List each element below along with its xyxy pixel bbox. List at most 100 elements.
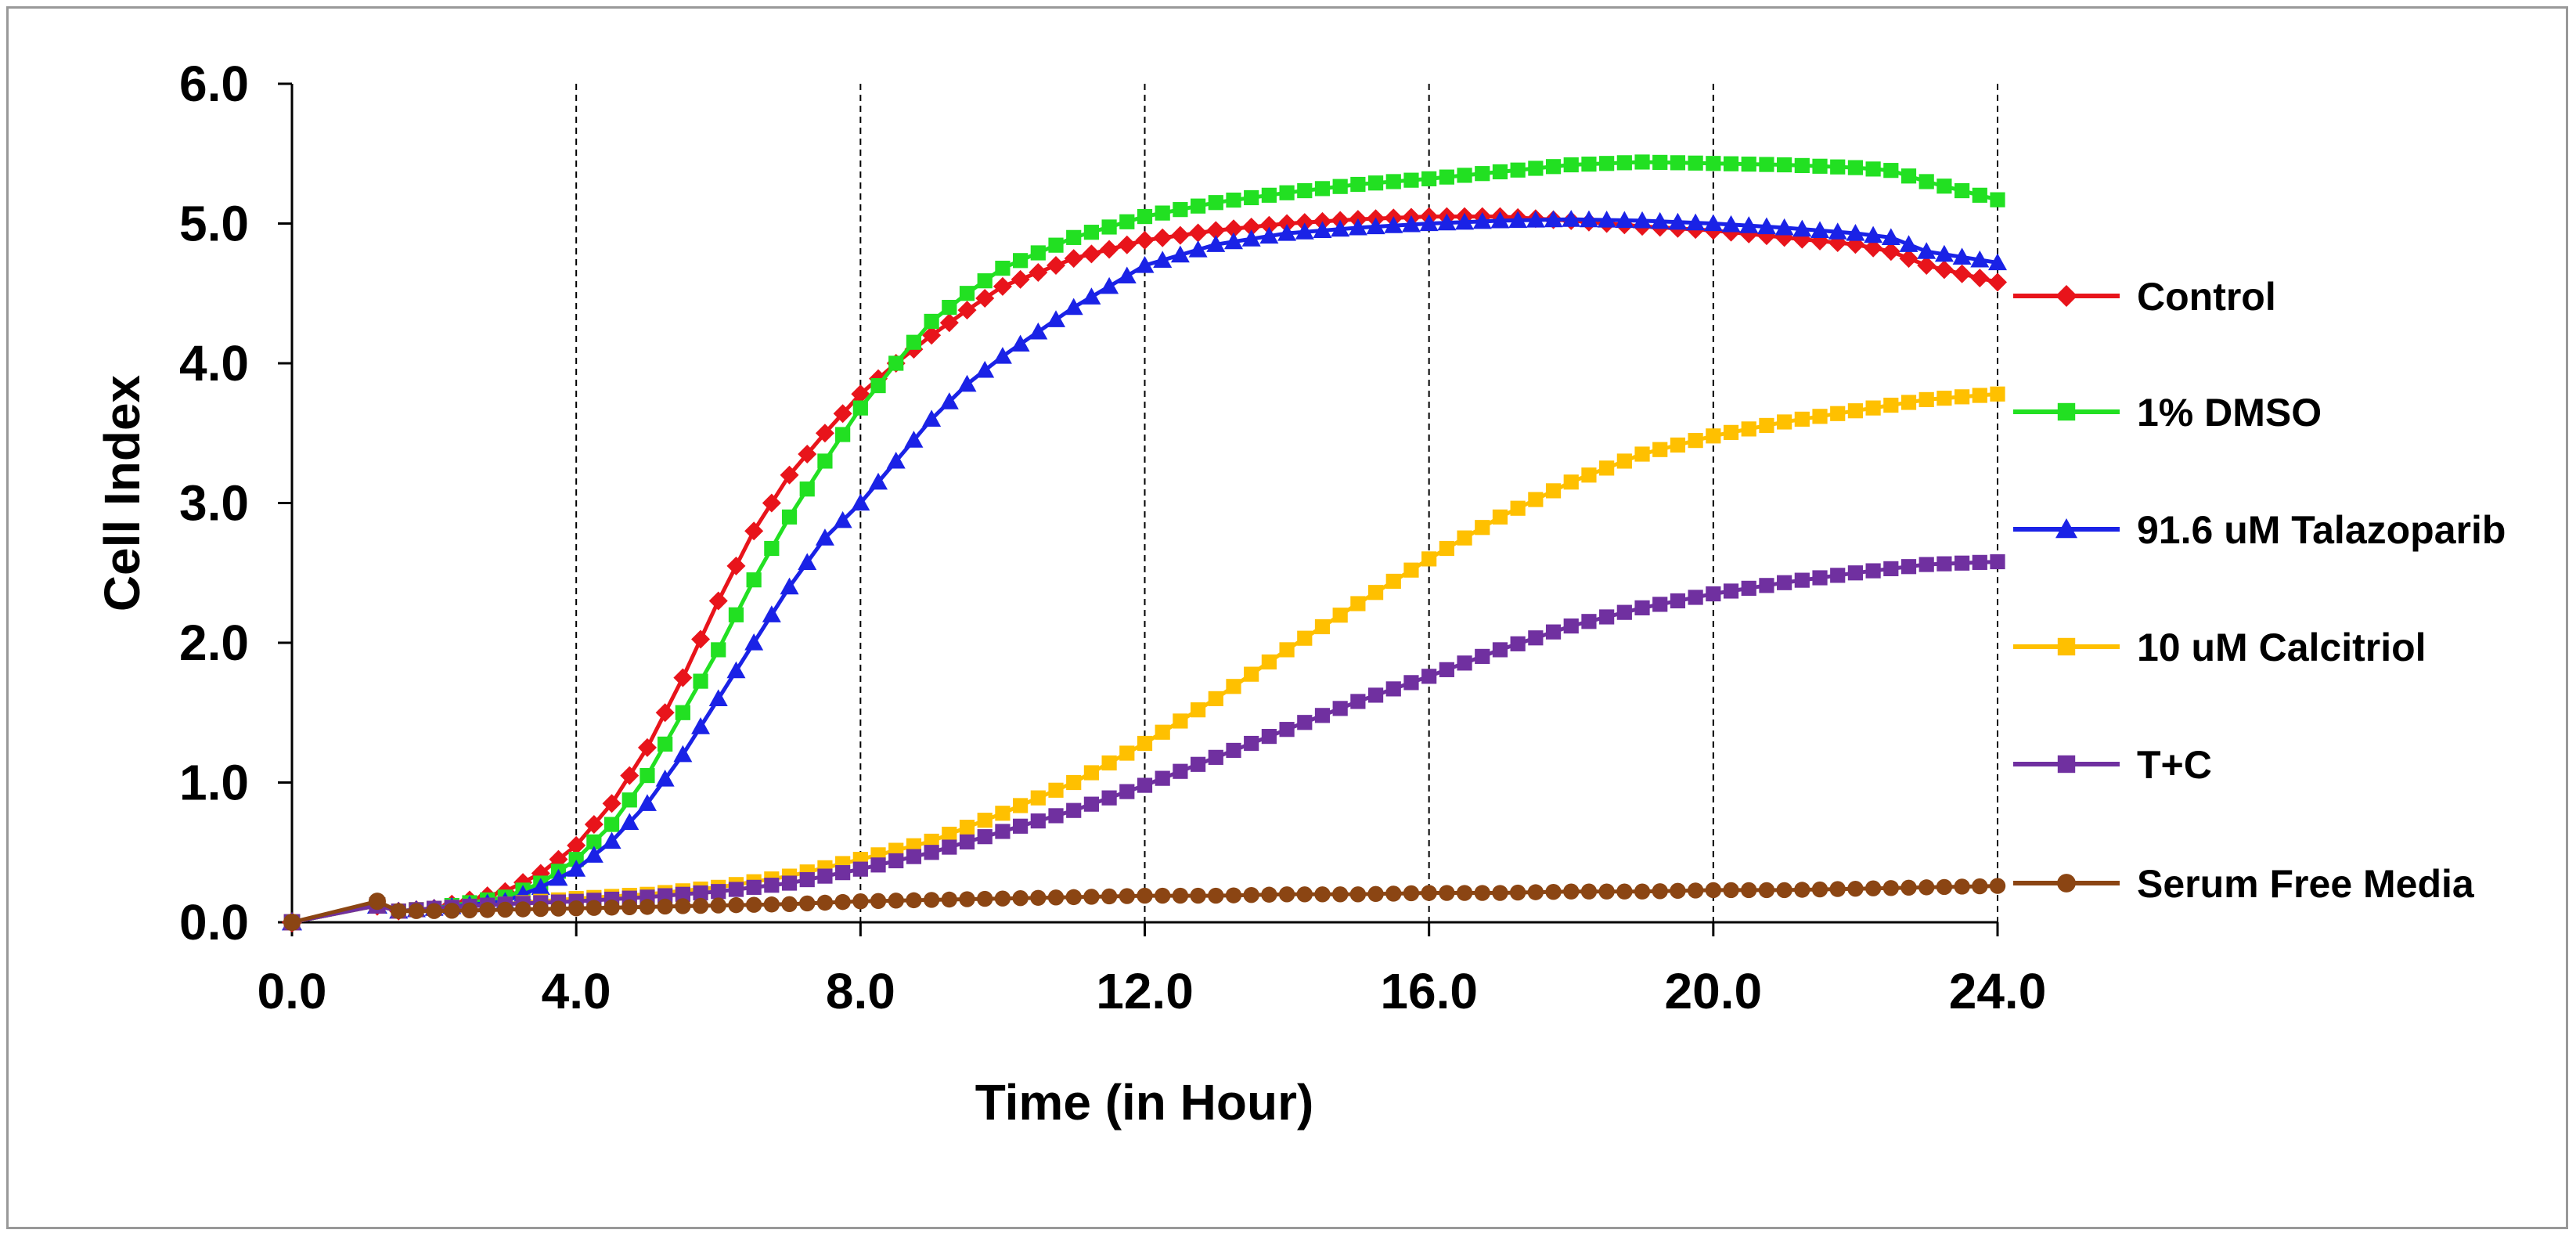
data-point-2-66 bbox=[1562, 210, 1581, 227]
data-point-3-44 bbox=[1173, 713, 1188, 729]
data-point-4-78 bbox=[1777, 575, 1792, 590]
data-point-2-8 bbox=[531, 878, 550, 895]
data-point-3-31 bbox=[942, 826, 957, 842]
data-point-2-24 bbox=[815, 528, 834, 546]
data-point-2-61 bbox=[1472, 211, 1492, 229]
data-point-2-19 bbox=[726, 661, 746, 679]
data-point-5-30 bbox=[923, 892, 940, 908]
data-point-1-74 bbox=[1706, 156, 1721, 171]
data-point-5-71 bbox=[1652, 883, 1668, 900]
data-point-5-52 bbox=[1314, 886, 1331, 903]
data-point-1-20 bbox=[746, 572, 762, 588]
data-point-0-46 bbox=[1206, 221, 1226, 240]
data-point-5-78 bbox=[1776, 882, 1792, 899]
data-point-1-86 bbox=[1918, 174, 1934, 189]
data-point-4-81 bbox=[1830, 568, 1846, 583]
data-point-3-55 bbox=[1367, 585, 1384, 600]
data-point-1-49 bbox=[1261, 187, 1277, 203]
data-point-0-87 bbox=[1934, 260, 1954, 279]
data-point-5-89 bbox=[1972, 878, 1988, 895]
data-point-3-37 bbox=[1048, 782, 1064, 798]
data-point-5-70 bbox=[1634, 883, 1651, 900]
data-point-3-33 bbox=[977, 813, 993, 828]
data-point-5-0 bbox=[390, 903, 407, 919]
data-point-5-40 bbox=[1101, 888, 1118, 905]
data-point-5-33 bbox=[977, 890, 993, 907]
data-point-5-29 bbox=[906, 892, 922, 909]
data-point-1-43 bbox=[1155, 205, 1170, 221]
data-point-5-69 bbox=[1616, 883, 1633, 900]
data-point-1-38 bbox=[1066, 229, 1082, 245]
data-point-2-36 bbox=[1029, 322, 1048, 340]
data-point-1-75 bbox=[1723, 156, 1739, 171]
data-point-5-80 bbox=[1811, 881, 1828, 898]
data-point-1-51 bbox=[1297, 182, 1313, 199]
data-point-2-21 bbox=[762, 605, 781, 622]
data-point-2-70 bbox=[1633, 211, 1652, 229]
data-point-5-67 bbox=[1580, 883, 1598, 900]
data-point-2-18 bbox=[708, 689, 728, 706]
data-point-1-47 bbox=[1226, 193, 1241, 208]
data-point-4-60 bbox=[1457, 655, 1472, 671]
data-point-3-88 bbox=[1955, 389, 1970, 405]
legend-marker-4 bbox=[2057, 755, 2076, 774]
data-point-4-24 bbox=[817, 868, 833, 884]
data-point-1-68 bbox=[1599, 156, 1615, 171]
data-point-2-60 bbox=[1455, 212, 1475, 230]
data-point-2-58 bbox=[1419, 214, 1439, 232]
data-point-4-77 bbox=[1759, 578, 1774, 593]
data-point-2-22 bbox=[780, 577, 799, 595]
legend-label-4: T+C bbox=[2137, 743, 2212, 787]
data-point-1-26 bbox=[852, 400, 868, 416]
data-point-3-58 bbox=[1421, 551, 1437, 567]
data-point-4-30 bbox=[924, 845, 939, 860]
data-point-0-39 bbox=[1082, 244, 1101, 264]
series-markers-1 bbox=[283, 154, 2005, 931]
data-point-2-34 bbox=[993, 347, 1012, 364]
data-point-0-85 bbox=[1899, 249, 1918, 269]
data-point-2-83 bbox=[1864, 225, 1883, 243]
data-point-3-32 bbox=[959, 820, 975, 835]
data-point-1-41 bbox=[1119, 214, 1135, 229]
data-point-3-86 bbox=[1918, 391, 1934, 408]
x-tick-label-4: 16.0 bbox=[1380, 963, 1478, 1019]
data-point-5-48 bbox=[1243, 886, 1259, 903]
data-point-2-86 bbox=[1917, 242, 1937, 259]
data-point-1-23 bbox=[799, 481, 815, 497]
data-point-5-65 bbox=[1545, 883, 1562, 900]
data-point-1-40 bbox=[1101, 219, 1117, 235]
data-point-3-70 bbox=[1634, 446, 1650, 462]
data-point-1-72 bbox=[1670, 155, 1686, 171]
data-point-3-80 bbox=[1812, 409, 1828, 424]
data-point-2-52 bbox=[1313, 221, 1332, 239]
data-point-0-31 bbox=[939, 313, 959, 333]
data-point-1-13 bbox=[621, 792, 637, 808]
data-point-5-75 bbox=[1723, 882, 1739, 899]
data-point-0-19 bbox=[726, 556, 746, 575]
data-point-1-34 bbox=[995, 261, 1011, 276]
legend-item-1: 1% DMSO bbox=[2013, 391, 2322, 435]
axes bbox=[278, 82, 1999, 936]
data-point-1-59 bbox=[1439, 169, 1454, 185]
data-point-4-82 bbox=[1847, 565, 1864, 581]
data-point-3-60 bbox=[1457, 530, 1472, 546]
data-point-1-28 bbox=[888, 355, 904, 371]
data-point-0-11 bbox=[584, 815, 603, 835]
data-point-5-58 bbox=[1421, 885, 1437, 901]
data-point-2-53 bbox=[1331, 219, 1350, 237]
data-point-3-76 bbox=[1741, 421, 1756, 437]
data-point-5-73 bbox=[1687, 882, 1704, 899]
data-point-0-15 bbox=[655, 703, 675, 723]
data-point-1-17 bbox=[693, 673, 708, 689]
data-point-1-79 bbox=[1794, 157, 1810, 174]
data-point-4-74 bbox=[1706, 586, 1721, 602]
data-point-2-56 bbox=[1384, 216, 1403, 233]
data-point-1-44 bbox=[1173, 202, 1188, 218]
data-point-4-49 bbox=[1261, 728, 1277, 745]
x-tick-label-5: 20.0 bbox=[1665, 963, 1763, 1019]
data-point-4-80 bbox=[1812, 570, 1828, 586]
x-tick-label-2: 8.0 bbox=[826, 963, 895, 1019]
data-point-3-52 bbox=[1314, 618, 1331, 635]
data-point-5-61 bbox=[1474, 885, 1490, 901]
data-point-3-40 bbox=[1101, 755, 1117, 771]
